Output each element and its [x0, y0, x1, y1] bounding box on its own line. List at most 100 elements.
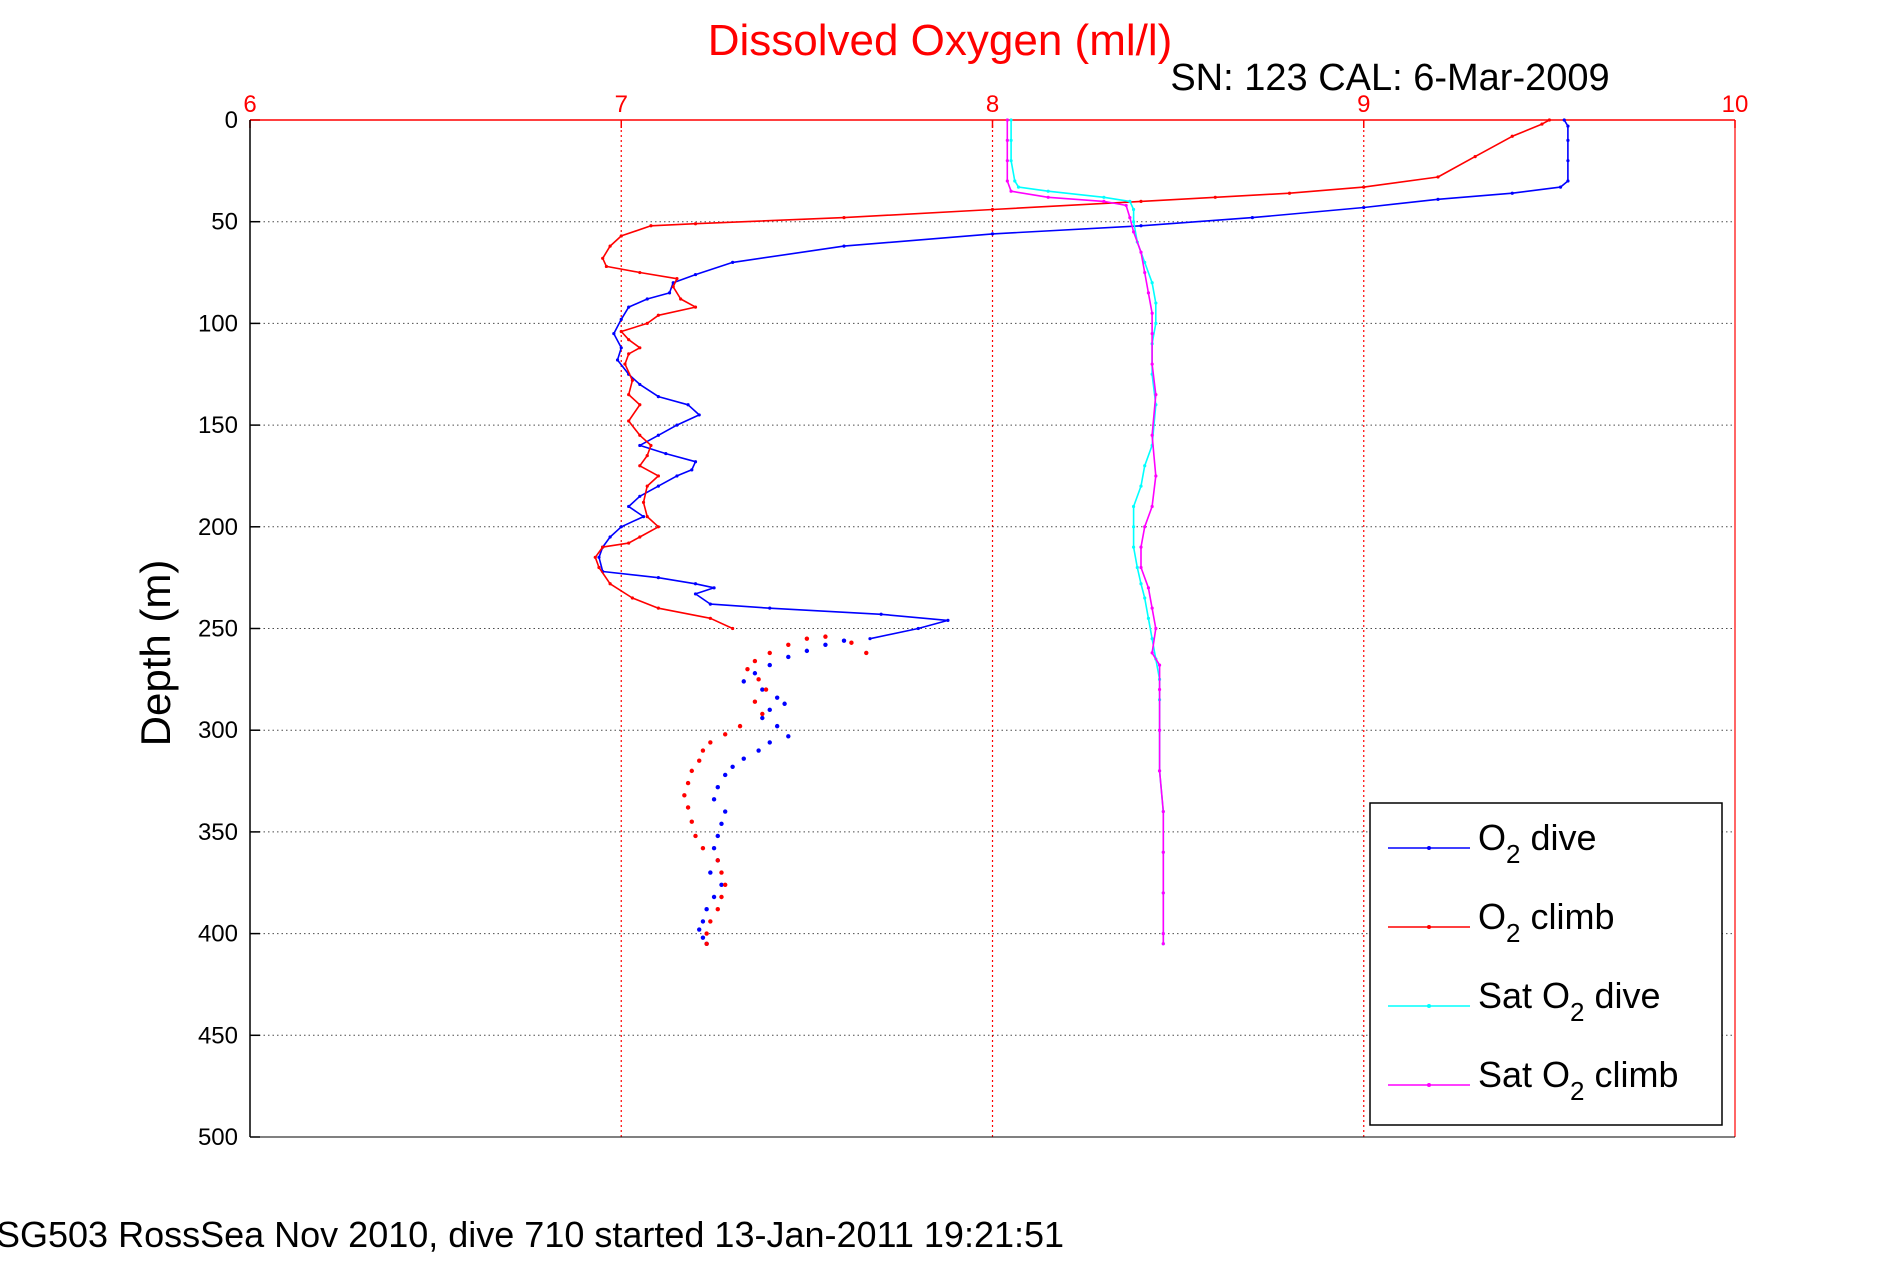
series-o2-dive-point	[842, 244, 846, 248]
series-sat-o2-climb-point	[1139, 565, 1143, 570]
series-o2-dive-point	[627, 305, 631, 309]
legend-swatch-marker	[1427, 846, 1431, 850]
series-sat-o2-climb-point	[1139, 250, 1143, 254]
series-sat-o2-climb-point	[1143, 270, 1147, 275]
series-o2-climb-point	[619, 234, 623, 238]
series-o2-dive-point	[1139, 224, 1143, 228]
series-o2-climb-deep-point	[682, 793, 687, 798]
series-o2-climb-point	[601, 545, 605, 549]
series-o2-climb-line	[594, 119, 1550, 630]
series-o2-climb-point	[842, 216, 846, 220]
chart-title: Dissolved Oxygen (ml/l)	[708, 16, 1173, 65]
series-o2-dive-deep-point	[786, 654, 791, 660]
series-sat-o2-climb-point	[1009, 189, 1013, 193]
series-sat-o2-dive-point	[1131, 545, 1136, 549]
footer-caption: SG503 RossSea Nov 2010, dive 710 started…	[0, 1214, 1064, 1255]
series-o2-dive-deep-point	[719, 882, 724, 887]
y-tick-label: 500	[198, 1124, 238, 1151]
series-o2-climb-deep-point	[715, 858, 720, 863]
series-o2-dive-point	[693, 460, 698, 464]
series-o2-climb-deep-point	[715, 906, 720, 912]
series-o2-climb-point	[645, 321, 649, 325]
series-sat-o2-climb-point	[1005, 138, 1009, 142]
series-sat-o2-climb-point	[1161, 809, 1165, 814]
series-o2-dive-point	[1558, 185, 1563, 189]
series-o2-dive-deep-point	[697, 927, 702, 932]
series-sat-o2-climb-point	[1005, 179, 1009, 183]
series-o2-dive-deep-point	[804, 648, 810, 654]
y-tick-label: 200	[198, 514, 238, 541]
series-sat-o2-dive-point	[1150, 281, 1154, 285]
series-o2-dive-point	[1566, 124, 1570, 128]
series-o2-dive-point	[690, 468, 694, 472]
series-sat-o2-climb-point	[1157, 663, 1162, 667]
series-o2-dive-point	[879, 612, 883, 616]
series-o2-dive-point	[619, 525, 623, 529]
series-o2-climb-point	[990, 207, 995, 212]
series-sat-o2-climb-point	[1146, 291, 1151, 295]
series-o2-climb-point	[1436, 175, 1440, 179]
series-sat-o2-climb-point	[1150, 651, 1154, 655]
series-o2-dive-point	[597, 555, 601, 559]
series-sat-o2-dive-point	[1139, 484, 1143, 488]
series-o2-dive-point	[619, 317, 623, 321]
series-o2-climb-deep-point	[745, 666, 750, 672]
series-sat-o2-climb-point	[1154, 392, 1158, 397]
series-o2-dive-point	[1250, 216, 1254, 220]
series-sat-o2-dive-point	[1146, 616, 1151, 620]
series-o2-climb-point	[638, 403, 642, 407]
series-o2-dive-deep-point	[756, 748, 761, 753]
y-tick-label: 350	[198, 819, 238, 846]
series-o2-dive-point	[608, 535, 612, 539]
series-o2-climb-point	[1139, 199, 1143, 203]
series-sat-o2-climb-point	[1146, 586, 1151, 590]
series-sat-o2-dive-point	[1131, 207, 1136, 212]
series-sat-o2-dive-point	[1154, 301, 1158, 305]
series-o2-dive-point	[656, 395, 660, 399]
series-o2-dive-point	[675, 474, 679, 478]
series-o2-climb-deep-point	[700, 748, 706, 753]
series-o2-dive-deep-point	[711, 845, 717, 851]
series-o2-dive-point	[693, 582, 698, 586]
series-o2-climb-deep-point	[849, 640, 854, 645]
series-o2-dive-point	[615, 358, 620, 362]
series-o2-dive-point	[916, 626, 920, 631]
series-o2-dive-point	[1362, 205, 1366, 210]
series-o2-dive-deep-point	[715, 833, 720, 839]
series-o2-climb-point	[645, 515, 649, 519]
series-o2-dive-deep-point	[700, 935, 706, 940]
series-sat-o2-dive-point	[1128, 199, 1132, 203]
series-o2-dive-point	[656, 484, 660, 488]
series-sat-o2-climb-point	[1150, 433, 1154, 437]
series-o2-climb-point	[656, 525, 660, 529]
series-o2-dive-point	[693, 272, 698, 277]
series-sat-o2-climb-point	[1139, 545, 1143, 549]
series-o2-dive-point	[675, 423, 679, 427]
legend-box	[1369, 802, 1723, 1126]
x-tick-label: 7	[615, 91, 628, 118]
x-tick-label: 8	[986, 91, 999, 118]
series-o2-dive-point	[693, 592, 698, 596]
series-o2-climb-point	[597, 565, 601, 570]
series-o2-climb-point	[638, 433, 642, 437]
series-o2-dive-point	[990, 232, 995, 236]
series-sat-o2-climb-point	[1157, 687, 1162, 692]
series-o2-dive-point	[627, 504, 631, 509]
series-sat-o2-dive-point	[1009, 118, 1013, 122]
series-o2-climb-point	[638, 346, 642, 350]
series-o2-climb-point	[1547, 118, 1551, 122]
series-o2-climb-point	[671, 285, 675, 289]
series-sat-o2-climb-point	[1005, 118, 1009, 122]
series-sat-o2-climb-point	[1161, 850, 1165, 854]
legend-label: Sat O2 climb	[1478, 1054, 1679, 1106]
series-sat-o2-dive-point	[1143, 596, 1147, 600]
series-o2-dive-point	[708, 602, 712, 606]
y-tick-label: 150	[198, 412, 238, 439]
series-o2-dive-deep-point	[711, 797, 717, 802]
series-o2-dive-deep-point	[760, 687, 765, 692]
y-tick-label: 50	[211, 209, 238, 236]
series-o2-climb-point	[693, 222, 698, 226]
series-sat-o2-dive-point	[1139, 582, 1143, 586]
series-sat-o2-dive-point	[1009, 138, 1013, 142]
